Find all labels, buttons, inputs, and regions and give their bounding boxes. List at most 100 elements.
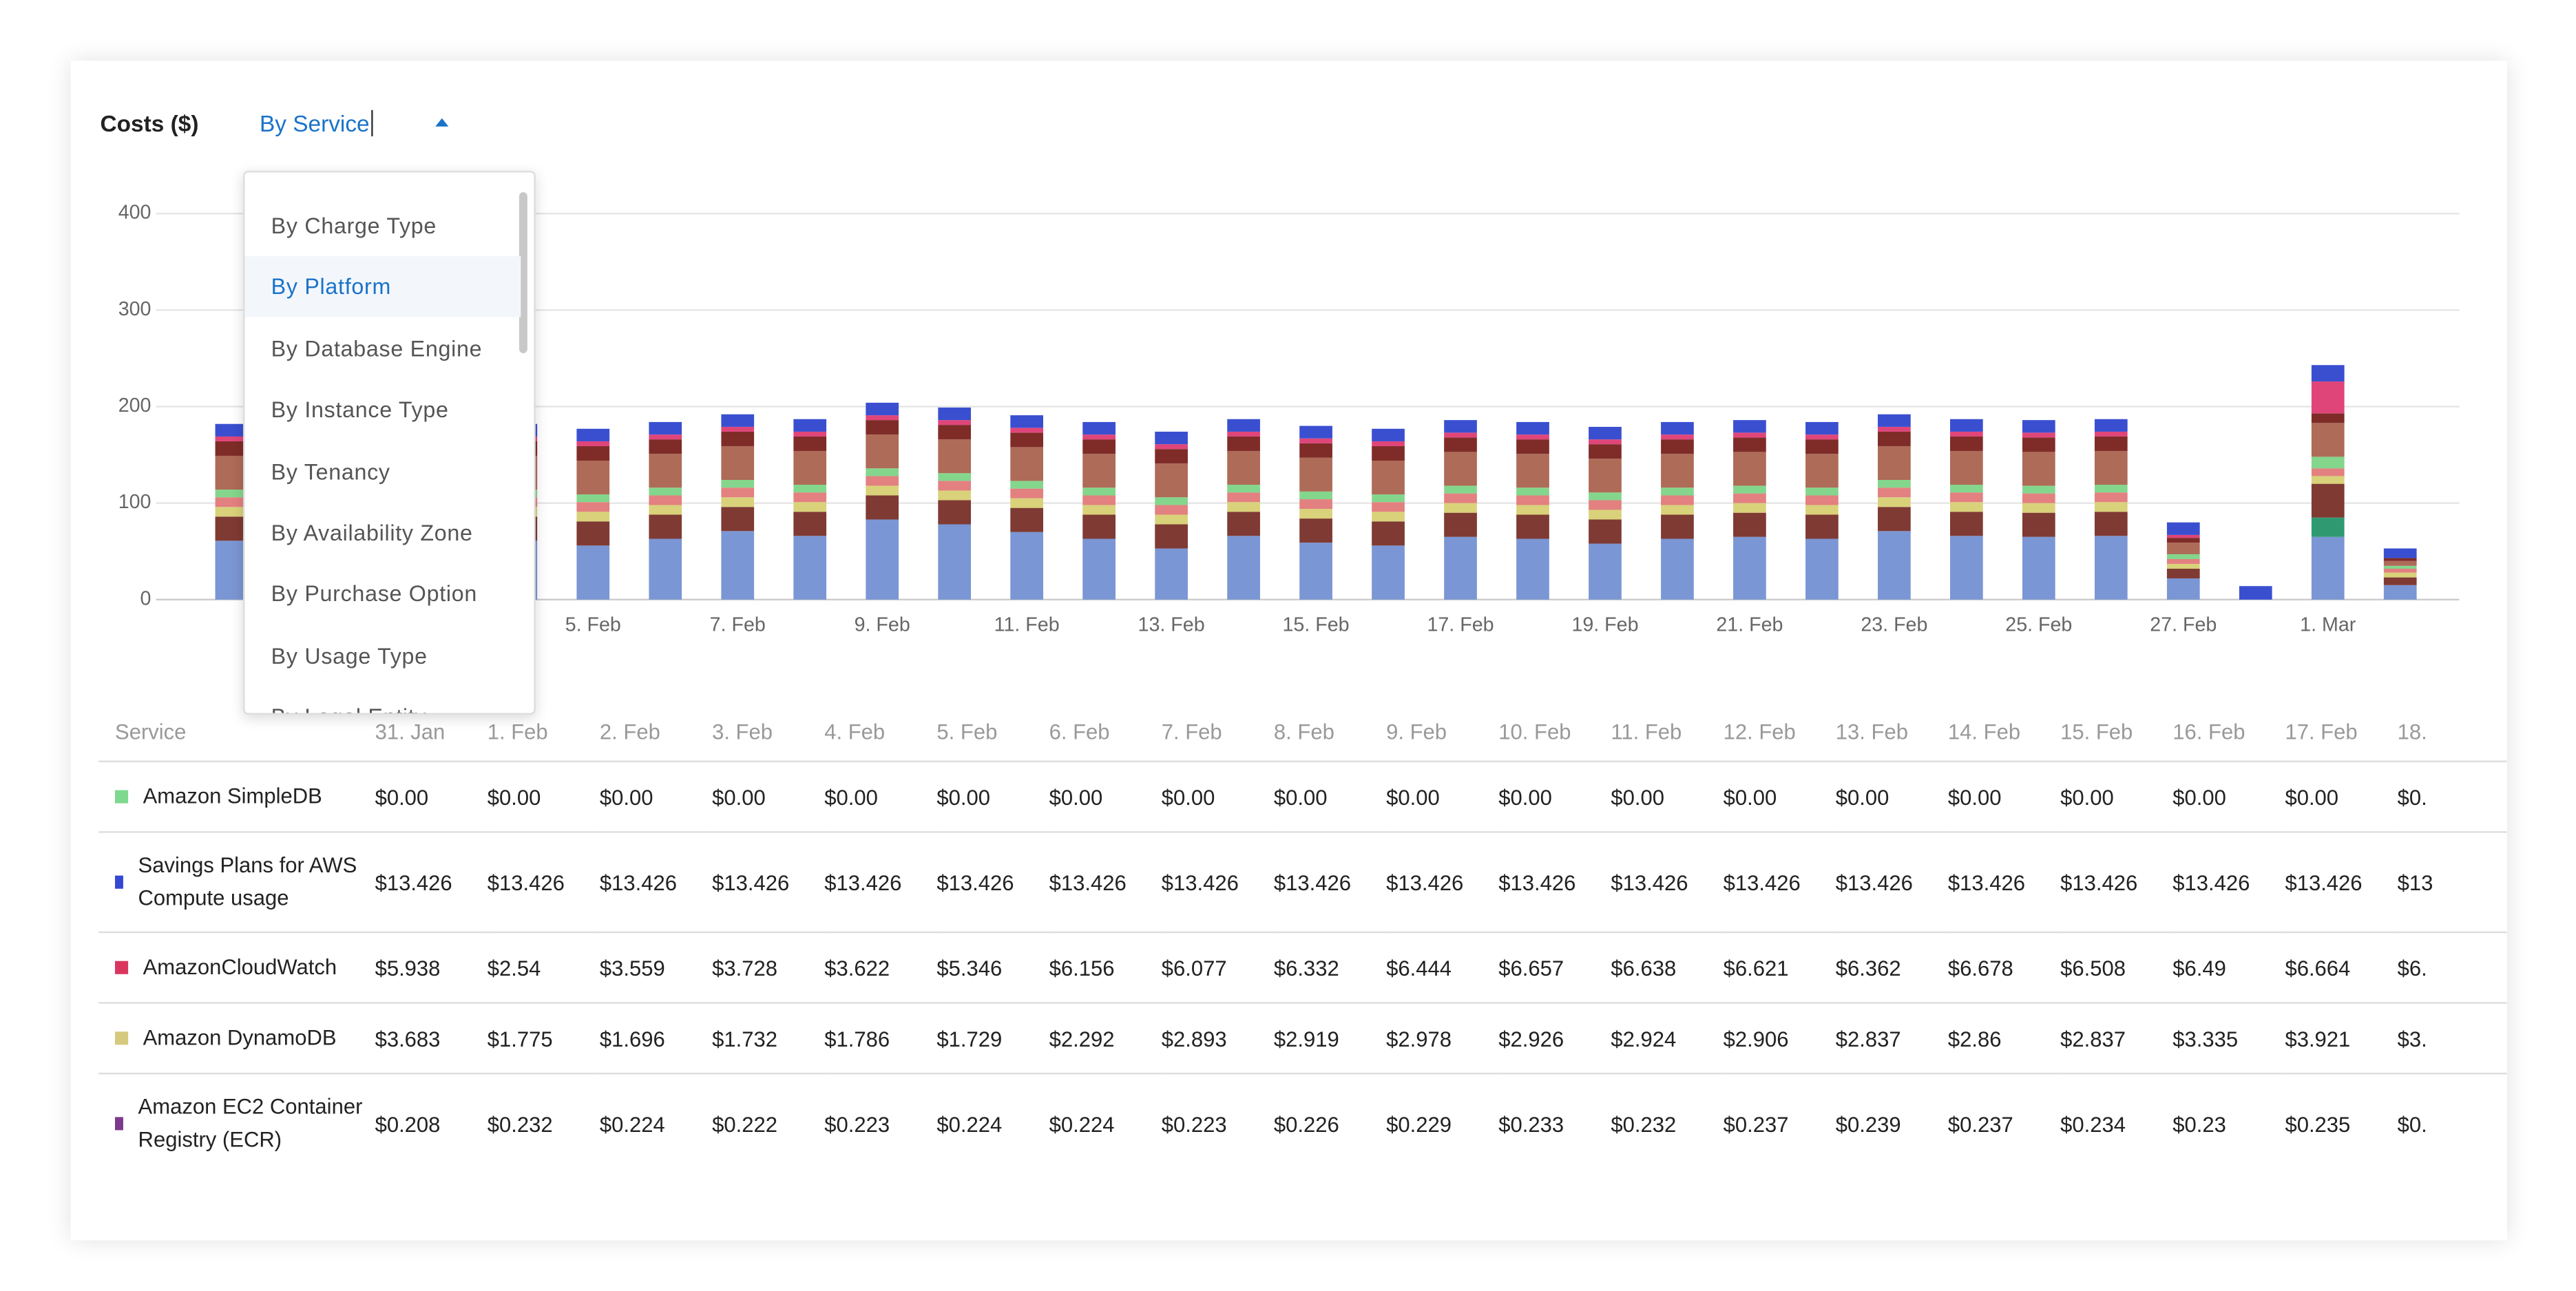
- cell: $2.978: [1386, 1002, 1499, 1074]
- legend-swatch: [115, 961, 129, 974]
- header-cell: 9. Feb: [1386, 718, 1447, 744]
- bar-segment: [1299, 491, 1332, 500]
- bar-segment: [1949, 485, 1983, 493]
- bar-segment: [1010, 432, 1044, 448]
- legend-swatch: [115, 1031, 129, 1045]
- bar-segment: [2094, 450, 2128, 485]
- dropdown-item[interactable]: By Purchase Option: [271, 582, 478, 607]
- bar-segment: [215, 516, 249, 541]
- bar-segment: [2311, 483, 2345, 518]
- bar-segment: [649, 514, 682, 539]
- cell: $13.426: [1835, 831, 1948, 932]
- dropdown-item[interactable]: By Instance Type: [271, 397, 449, 423]
- bar-segment: [866, 415, 899, 421]
- dropdown-item[interactable]: By Usage Type: [271, 643, 428, 669]
- bar-segment: [1227, 419, 1260, 432]
- service: AmazonCloudWatch: [115, 951, 375, 984]
- bar-segment: [1227, 431, 1260, 437]
- dropdown-item[interactable]: By Database Engine: [271, 336, 483, 361]
- cell: $0.00: [1498, 760, 1611, 832]
- cell: $0.00: [2060, 760, 2173, 832]
- header-cell: 16. Feb: [2172, 718, 2245, 744]
- header-cell: 31. Jan: [375, 718, 446, 744]
- bar-segment: [2311, 536, 2345, 600]
- cell: $13.426: [2060, 831, 2173, 932]
- header-cell: 14. Feb: [1947, 718, 2021, 744]
- bar-segment: [1010, 532, 1044, 600]
- bar-segment: [2022, 493, 2055, 503]
- bar-segment: [649, 454, 682, 488]
- bar-segment: [1444, 512, 1477, 537]
- bar-segment: [1589, 459, 1622, 493]
- row: Amazon EC2 Container Registry (ECR) $0.20…: [98, 1072, 2507, 1173]
- dropdown-item[interactable]: By Legal Entity: [244, 687, 521, 713]
- bar-segment: [1516, 439, 1549, 454]
- x-tick-label: 9. Feb: [855, 614, 910, 636]
- bar-segment: [938, 481, 972, 491]
- bar-segment: [1155, 497, 1188, 505]
- y-tick-label: 100: [118, 491, 151, 513]
- service-name: AmazonCloudWatch: [143, 954, 337, 979]
- cell: $13.426: [1611, 831, 1724, 932]
- service-cell: Amazon SimpleDB: [98, 760, 375, 832]
- bar-segment: [1949, 450, 1983, 485]
- bar-segment: [1155, 449, 1188, 464]
- bar-segment: [2094, 512, 2128, 536]
- cell: $2.919: [1273, 1002, 1387, 1074]
- dropdown-item[interactable]: By Availability Zone: [271, 521, 473, 546]
- cell: $0.223: [824, 1072, 937, 1173]
- cell: $2.926: [1498, 1002, 1611, 1074]
- cell: $0.00: [1273, 760, 1387, 832]
- bar-segment: [1661, 421, 1694, 435]
- y-tick-label: 200: [118, 395, 151, 417]
- cell: $0.237: [1947, 1072, 2061, 1173]
- bar-segment: [1372, 428, 1405, 441]
- dropdown-item[interactable]: By Tenancy: [271, 459, 390, 484]
- cell: $0.00: [824, 760, 937, 832]
- y-tick-label: 300: [118, 298, 151, 320]
- cell: $0.224: [599, 1072, 713, 1173]
- bar-segment: [2383, 585, 2417, 600]
- cell: $2.86: [1947, 1002, 2061, 1074]
- bar-segment: [2166, 568, 2200, 578]
- bar-segment: [1372, 460, 1405, 495]
- cell: $0.00: [2285, 760, 2398, 832]
- group-by-select[interactable]: By Service: [260, 109, 373, 137]
- dropdown-item[interactable]: By Platform: [244, 257, 521, 318]
- bar-segment: [2094, 431, 2128, 437]
- cell: $2.837: [1835, 1002, 1948, 1074]
- bar-segment: [2022, 512, 2055, 537]
- scrollbar[interactable]: [519, 192, 527, 353]
- bar-segment: [649, 421, 682, 435]
- cell: $6.678: [1947, 931, 2061, 1003]
- cell: $6.508: [2060, 931, 2173, 1003]
- caret[interactable]: [435, 118, 449, 127]
- dropdown-item[interactable]: By Charge Type: [271, 213, 437, 238]
- bar-segment: [1589, 444, 1622, 459]
- bar-segment: [1589, 519, 1622, 544]
- header-cell: 10. Feb: [1498, 718, 1571, 744]
- cell: $0.00: [1723, 760, 1836, 832]
- bar-segment: [1661, 487, 1694, 496]
- bar-segment: [1444, 493, 1477, 503]
- bar-segment: [938, 420, 972, 426]
- bar-segment: [1299, 499, 1332, 510]
- bar-segment: [1372, 521, 1405, 546]
- bar-segment: [2022, 536, 2055, 600]
- bar-segment: [1805, 487, 1839, 496]
- cell: $13.426: [487, 831, 600, 932]
- cell: $5.346: [936, 931, 1049, 1003]
- bar-segment: [938, 407, 972, 421]
- cell: $3.683: [375, 1002, 488, 1074]
- cell: $2.906: [1723, 1002, 1836, 1074]
- bar-segment: [2311, 413, 2345, 423]
- cost-table: Service 31. Jan 1. Feb 2. Feb 3. Feb 4. Feb 5.…: [98, 702, 2507, 1173]
- bar-segment: [1805, 421, 1839, 435]
- cell: $6.621: [1723, 931, 1836, 1003]
- cell: $13.426: [1049, 831, 1162, 932]
- bar-segment: [793, 536, 827, 600]
- bar-segment: [576, 545, 610, 600]
- bar-segment: [1661, 439, 1694, 454]
- bar-segment: [649, 538, 682, 600]
- bar-segment: [1949, 436, 1983, 451]
